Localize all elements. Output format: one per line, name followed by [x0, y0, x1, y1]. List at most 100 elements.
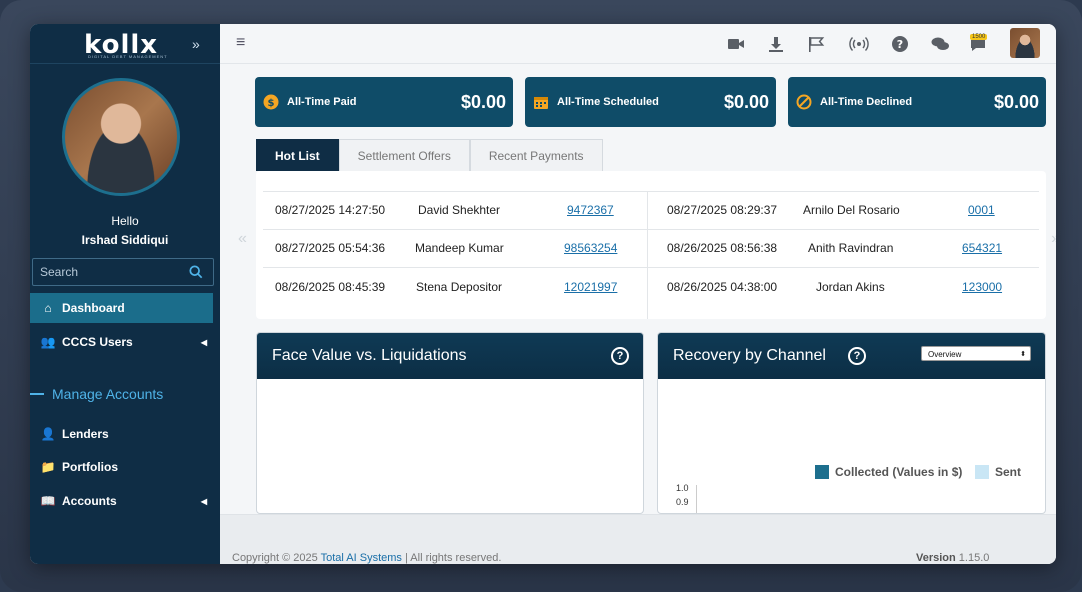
- table-row: 08/26/2025 08:45:39 Stena Depositor 1202…: [275, 268, 645, 306]
- book-icon: 📖: [40, 494, 56, 508]
- version-label: Version: [916, 552, 956, 564]
- copyright: Copyright © 2025 Total AI Systems | All …: [232, 552, 501, 564]
- menu-icon[interactable]: ≡: [236, 34, 246, 51]
- tab-bar: Hot List Settlement Offers Recent Paymen…: [256, 139, 603, 171]
- legend-swatch: [975, 465, 989, 479]
- account-link[interactable]: 9472367: [567, 203, 614, 217]
- users-icon: 👥: [40, 335, 56, 349]
- chart-title: Recovery by Channel: [673, 347, 826, 364]
- account-link[interactable]: 12021997: [564, 280, 618, 294]
- row-divider: [263, 267, 1039, 268]
- legend-label: Collected (Values in $): [835, 465, 963, 479]
- channel-select[interactable]: Overview ⬍: [921, 346, 1031, 361]
- row-datetime: 08/27/2025 14:27:50: [275, 203, 386, 217]
- sidebar: kollx DIGITAL DEBT MANAGEMENT » Hello Ir…: [30, 24, 220, 564]
- broadcast-icon[interactable]: [849, 34, 869, 54]
- chat-icon[interactable]: [930, 34, 950, 54]
- search-input[interactable]: [33, 259, 183, 285]
- calendar-icon: [534, 97, 548, 109]
- video-icon[interactable]: [726, 34, 746, 54]
- flag-icon[interactable]: [806, 34, 826, 54]
- sidebar-item-dashboard[interactable]: ⌂ Dashboard: [30, 293, 213, 323]
- sidebar-item-lenders[interactable]: 👤 Lenders: [30, 419, 213, 449]
- legend-swatch: [815, 465, 829, 479]
- row-name: David Shekhter: [418, 203, 501, 217]
- stat-label: All-Time Paid: [287, 96, 357, 108]
- copyright-suffix: | All rights reserved.: [401, 552, 502, 564]
- brand-logo[interactable]: kollx: [84, 30, 159, 60]
- search-icon[interactable]: [189, 265, 203, 279]
- brand-tagline: DIGITAL DEBT MANAGEMENT: [88, 54, 168, 59]
- user-avatar[interactable]: [1010, 28, 1040, 58]
- account-link[interactable]: 0001: [968, 203, 995, 217]
- greeting: Hello: [111, 214, 139, 228]
- ban-icon: [796, 94, 812, 110]
- stat-label: All-Time Scheduled: [557, 96, 659, 108]
- svg-text:$: $: [268, 98, 275, 109]
- tab-hot-list[interactable]: Hot List: [256, 139, 339, 171]
- section-title: Manage Accounts: [52, 386, 164, 402]
- legend-collected[interactable]: Collected (Values in $): [815, 465, 962, 479]
- y-tick-label: 1.0: [676, 483, 689, 493]
- sidebar-item-label: Accounts: [62, 494, 117, 508]
- account-link[interactable]: 654321: [962, 241, 1003, 255]
- row-divider: [263, 191, 1039, 192]
- row-divider: [263, 229, 1039, 230]
- account-link[interactable]: 123000: [962, 280, 1003, 294]
- row-name: Anith Ravindran: [808, 241, 894, 255]
- hot-list-panel: 08/27/2025 14:27:50 David Shekhter 94723…: [256, 171, 1046, 319]
- stat-label: All-Time Declined: [820, 96, 913, 108]
- download-icon[interactable]: [766, 34, 786, 54]
- profile-avatar[interactable]: [62, 78, 180, 196]
- svg-text:?: ?: [897, 38, 903, 51]
- table-row: 08/27/2025 08:29:37 Arnilo Del Rosario 0…: [667, 191, 1037, 229]
- sidebar-search: [32, 258, 214, 286]
- help-icon[interactable]: ?: [848, 347, 866, 365]
- help-icon[interactable]: ?: [890, 34, 910, 54]
- sidebar-item-cccs-users[interactable]: 👥 CCCS Users ◀: [30, 327, 213, 357]
- y-axis: [696, 485, 697, 513]
- row-name: Stena Depositor: [416, 280, 503, 294]
- sidebar-item-portfolios[interactable]: 📁 Portfolios: [30, 452, 213, 482]
- stat-card-declined: All-Time Declined $0.00: [788, 77, 1046, 127]
- manage-accounts-header: Manage Accounts: [30, 382, 220, 406]
- table-row: 08/27/2025 14:27:50 David Shekhter 94723…: [275, 191, 645, 229]
- company-link[interactable]: Total AI Systems: [320, 552, 402, 564]
- tab-settlement-offers[interactable]: Settlement Offers: [338, 139, 470, 171]
- user-icon: 👤: [40, 427, 56, 441]
- home-icon: ⌂: [44, 301, 52, 315]
- sidebar-item-label: Dashboard: [62, 301, 125, 315]
- face-value-chart-card: Face Value vs. Liquidations ?: [256, 332, 644, 514]
- user-name: Irshad Siddiqui: [81, 233, 169, 247]
- stat-value: $0.00: [993, 91, 1039, 112]
- row-datetime: 08/26/2025 08:45:39: [275, 280, 386, 294]
- row-name: Jordan Akins: [816, 280, 885, 294]
- prev-arrow-icon[interactable]: «: [238, 230, 247, 247]
- notification-badge: 1500: [970, 34, 988, 40]
- next-arrow-icon[interactable]: »: [1051, 230, 1056, 248]
- help-icon[interactable]: ?: [611, 347, 629, 365]
- stat-card-scheduled: All-Time Scheduled $0.00: [525, 77, 776, 127]
- footer: Copyright © 2025 Total AI Systems | All …: [220, 514, 1056, 564]
- legend-label: Sent: [995, 465, 1022, 479]
- stat-value: $0.00: [460, 91, 506, 112]
- stat-card-paid: $ All-Time Paid $0.00: [255, 77, 513, 127]
- row-name: Arnilo Del Rosario: [803, 203, 900, 217]
- row-datetime: 08/27/2025 08:29:37: [667, 203, 778, 217]
- select-value: Overview: [928, 350, 962, 359]
- message-icon[interactable]: [968, 34, 988, 54]
- app-window: kollx DIGITAL DEBT MANAGEMENT » Hello Ir…: [30, 24, 1056, 564]
- version-number: 1.15.0: [955, 552, 990, 564]
- tab-recent-payments[interactable]: Recent Payments: [469, 139, 603, 171]
- account-link[interactable]: 98563254: [564, 241, 618, 255]
- sidebar-item-accounts[interactable]: 📖 Accounts ◀: [30, 486, 213, 516]
- legend-sent[interactable]: Sent: [975, 465, 1021, 479]
- row-datetime: 08/26/2025 08:56:38: [667, 241, 778, 255]
- row-name: Mandeep Kumar: [415, 241, 504, 255]
- top-bar: ≡ ? 1500: [220, 24, 1056, 64]
- dollar-icon: $: [263, 94, 279, 110]
- y-tick-label: 0.9: [676, 497, 689, 507]
- table-row: 08/26/2025 08:56:38 Anith Ravindran 6543…: [667, 229, 1037, 267]
- sidebar-item-label: CCCS Users: [62, 335, 133, 349]
- collapse-sidebar-icon[interactable]: »: [192, 36, 200, 52]
